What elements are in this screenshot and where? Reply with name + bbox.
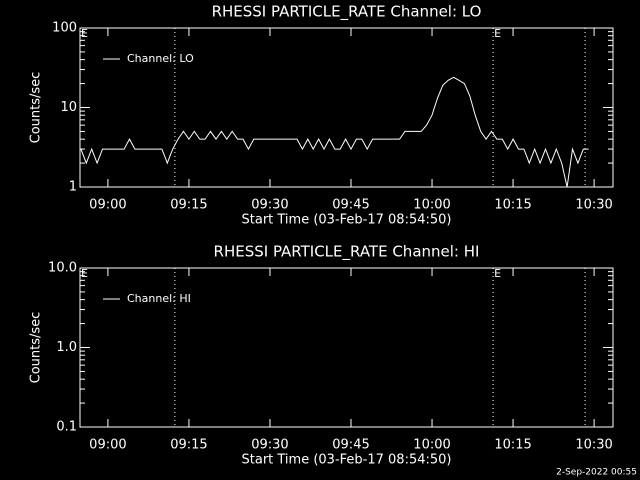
data-line: [80, 76, 589, 188]
x-tick-label: 09:00: [89, 198, 126, 213]
event-label: E: [81, 267, 88, 280]
x-tick-label: 09:00: [89, 438, 126, 453]
x-tick-label: 10:15: [494, 198, 531, 213]
x-tick-label: 09:30: [251, 198, 288, 213]
y-axis-label: Counts/sec: [29, 72, 44, 144]
y-tick-label: 10: [60, 100, 77, 115]
event-label: E: [81, 27, 88, 40]
x-tick-label: 09:15: [170, 438, 207, 453]
footer-timestamp: 2-Sep-2022 00:55: [556, 468, 637, 478]
chart-title: RHESSI PARTICLE_RATE Channel: HI: [214, 243, 480, 262]
y-tick-label: 10.0: [48, 261, 77, 276]
x-tick-label: 10:00: [413, 438, 450, 453]
legend-label: Channel: HI: [127, 292, 191, 305]
event-label: E: [494, 27, 501, 40]
x-tick-label: 10:00: [413, 198, 450, 213]
y-tick-label: 100: [52, 21, 77, 36]
x-tick-label: 10:30: [575, 198, 612, 213]
y-tick-label: 1.0: [56, 340, 77, 355]
y-tick-label: 0.1: [56, 420, 77, 435]
y-axis-label: Counts/sec: [29, 312, 44, 384]
x-axis-label: Start Time (03-Feb-17 08:54:50): [242, 453, 452, 468]
event-label: E: [494, 267, 501, 280]
legend-label: Channel: LO: [127, 52, 194, 65]
y-tick-label: 1: [69, 180, 77, 195]
x-tick-label: 09:45: [332, 198, 369, 213]
chart-title: RHESSI PARTICLE_RATE Channel: LO: [212, 3, 482, 22]
x-tick-label: 09:15: [170, 198, 207, 213]
x-tick-label: 10:30: [575, 438, 612, 453]
x-tick-label: 09:45: [332, 438, 369, 453]
x-tick-label: 09:30: [251, 438, 288, 453]
x-axis-label: Start Time (03-Feb-17 08:54:50): [242, 213, 452, 228]
x-tick-label: 10:15: [494, 438, 531, 453]
